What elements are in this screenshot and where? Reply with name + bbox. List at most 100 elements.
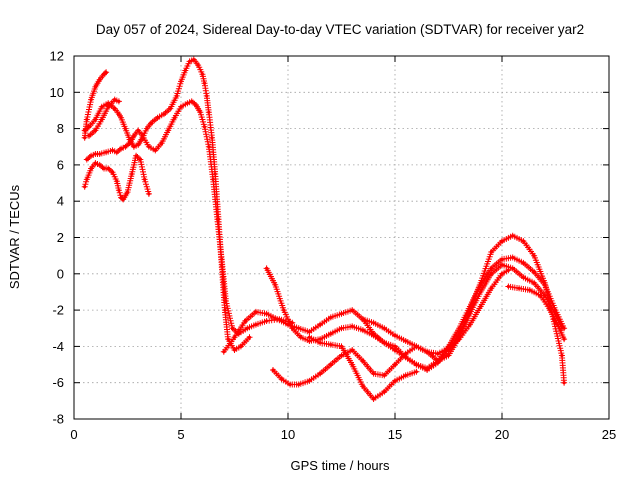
data-point xyxy=(511,266,515,270)
data-point xyxy=(446,346,451,350)
data-point xyxy=(110,148,115,152)
x-tick-label: 5 xyxy=(177,427,184,442)
data-point xyxy=(318,323,322,327)
data-point xyxy=(130,172,134,176)
data-point xyxy=(185,101,189,105)
y-tick-label: -2 xyxy=(52,303,64,318)
data-point xyxy=(104,150,108,154)
data-point xyxy=(280,377,284,381)
data-point xyxy=(93,161,97,165)
data-point xyxy=(436,359,440,363)
y-tick-label: -6 xyxy=(52,375,64,390)
data-point xyxy=(404,373,408,377)
data-point xyxy=(361,317,365,321)
data-point xyxy=(307,339,311,343)
data-point xyxy=(149,121,153,125)
data-point xyxy=(245,326,249,330)
x-tick-label: 10 xyxy=(281,427,295,442)
data-point xyxy=(361,384,365,388)
data-point xyxy=(89,166,93,171)
data-point xyxy=(282,308,286,312)
data-point xyxy=(162,112,166,116)
data-point xyxy=(119,196,123,200)
data-point xyxy=(100,105,104,109)
data-point xyxy=(254,323,258,327)
data-point xyxy=(134,154,138,158)
data-point xyxy=(247,335,252,339)
data-point xyxy=(393,333,397,338)
data-point xyxy=(350,324,354,328)
data-point xyxy=(339,312,344,316)
data-point xyxy=(265,266,269,270)
data-point xyxy=(175,94,179,98)
data-point xyxy=(414,344,418,348)
data-point xyxy=(532,254,536,258)
data-point xyxy=(243,319,247,323)
data-point xyxy=(173,116,177,120)
data-point xyxy=(404,352,408,356)
data-point xyxy=(500,272,504,276)
data-point xyxy=(404,339,408,343)
data-point xyxy=(202,125,207,129)
data-point xyxy=(350,363,354,367)
data-point xyxy=(382,390,386,394)
data-point xyxy=(132,134,136,138)
data-point xyxy=(547,306,551,310)
data-point xyxy=(393,344,397,348)
data-point xyxy=(506,284,510,289)
data-point xyxy=(511,234,515,238)
data-point xyxy=(196,63,200,67)
data-point xyxy=(125,190,130,194)
data-point xyxy=(232,348,237,352)
data-point xyxy=(299,335,303,339)
data-point xyxy=(207,110,211,114)
data-point xyxy=(147,145,151,149)
data-layer xyxy=(81,56,568,402)
data-point xyxy=(110,170,115,174)
data-point xyxy=(425,366,429,370)
data-point xyxy=(132,145,136,149)
data-point xyxy=(414,370,418,374)
data-point xyxy=(147,192,151,196)
data-point xyxy=(528,288,532,292)
data-point xyxy=(143,177,147,181)
data-point xyxy=(288,382,292,387)
data-point xyxy=(506,268,510,272)
data-point xyxy=(446,353,451,358)
data-point xyxy=(93,85,97,89)
data-point xyxy=(106,105,110,109)
data-point xyxy=(290,326,294,330)
data-point xyxy=(89,154,93,158)
data-point xyxy=(117,99,121,103)
data-point xyxy=(275,317,279,321)
data-point xyxy=(273,283,277,287)
data-point xyxy=(117,112,121,116)
y-tick-label: 8 xyxy=(57,121,64,136)
data-point xyxy=(145,127,149,131)
data-point xyxy=(271,368,275,372)
data-point xyxy=(168,107,172,111)
data-point xyxy=(382,326,386,330)
data-point xyxy=(318,337,322,341)
data-point xyxy=(87,134,91,138)
data-point xyxy=(98,78,102,82)
data-point xyxy=(85,157,89,162)
data-point xyxy=(117,188,121,192)
data-point xyxy=(560,353,564,358)
data-point xyxy=(104,70,108,74)
x-tick-label: 20 xyxy=(495,427,509,442)
data-point xyxy=(136,128,140,132)
data-point xyxy=(93,117,97,122)
data-point xyxy=(372,333,376,338)
data-point xyxy=(457,337,461,341)
data-point xyxy=(350,308,354,312)
data-point xyxy=(222,350,226,354)
data-point xyxy=(361,359,365,363)
data-point xyxy=(562,337,566,341)
data-point xyxy=(297,382,301,387)
series-arc4 xyxy=(81,69,110,141)
data-point xyxy=(138,157,142,162)
data-point xyxy=(489,250,493,254)
data-point xyxy=(393,379,397,383)
data-point xyxy=(489,266,493,270)
